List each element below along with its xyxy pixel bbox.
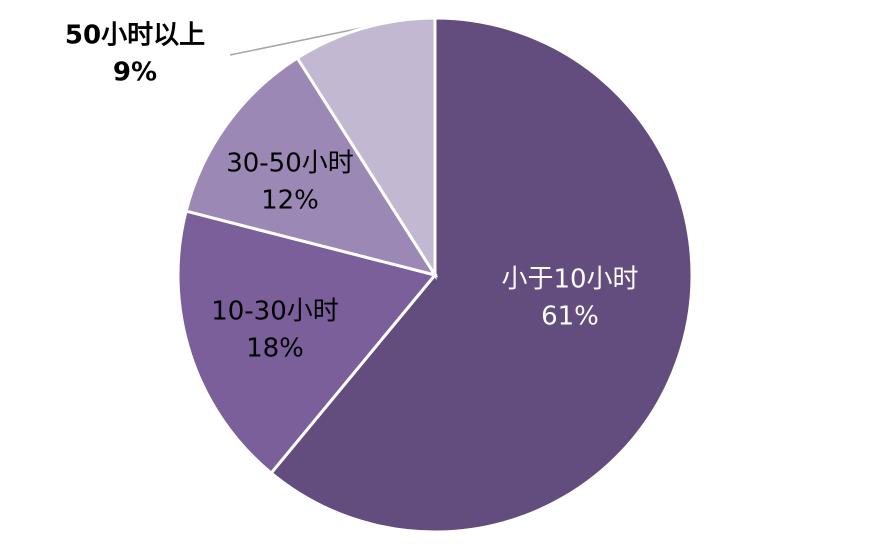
slice-value-label: 12% — [261, 186, 319, 216]
leader-line — [229, 26, 367, 56]
pie-slice — [176, 209, 438, 476]
pie-slice — [269, 16, 694, 534]
pie-slice — [184, 55, 439, 278]
slice-category-label: 50小时以上 — [65, 21, 205, 51]
pie-slice — [295, 16, 437, 281]
slice-category-label: 30-50小时 — [226, 149, 354, 179]
slice-value-label: 18% — [246, 334, 304, 364]
slice-value-label: 9% — [113, 58, 157, 88]
slice-value-label: 61% — [541, 302, 599, 332]
slice-category-label: 小于10小时 — [501, 265, 638, 295]
slice-category-label: 10-30小时 — [211, 297, 339, 327]
